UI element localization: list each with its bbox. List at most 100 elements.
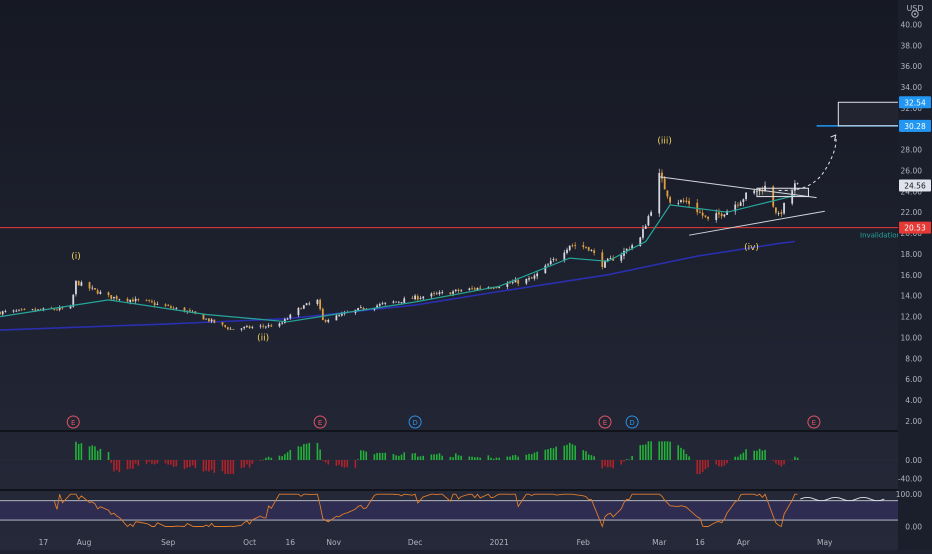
invalidation-price-badge[interactable]: 20.53 — [899, 221, 931, 234]
candle-up[interactable] — [245, 324, 248, 328]
earnings-event-marker[interactable]: E — [313, 415, 327, 429]
candle-down[interactable] — [224, 324, 227, 329]
sma-line[interactable] — [0, 240, 795, 331]
macd-axis[interactable]: 0.00 -40.00 — [898, 456, 922, 484]
oscillator-axis[interactable]: 100.00 0.00 — [896, 490, 922, 531]
candle-up[interactable] — [777, 211, 780, 216]
candle-down[interactable] — [685, 197, 688, 204]
candle-up[interactable] — [316, 299, 319, 306]
candle-down[interactable] — [88, 281, 91, 291]
candle-down[interactable] — [682, 197, 685, 204]
candle-up[interactable] — [658, 168, 661, 217]
candle-down[interactable] — [582, 241, 585, 250]
candle-up[interactable] — [403, 296, 406, 304]
candle-down[interactable] — [126, 297, 129, 304]
candle-up[interactable] — [31, 308, 34, 311]
candle-up[interactable] — [12, 309, 15, 314]
candle-up[interactable] — [609, 255, 612, 259]
candle-down[interactable] — [20, 307, 23, 311]
candle-down[interactable] — [213, 319, 216, 324]
candle-down[interactable] — [574, 242, 577, 250]
candle-up[interactable] — [384, 302, 387, 306]
candle-down[interactable] — [96, 288, 99, 295]
candle-down[interactable] — [226, 326, 229, 331]
triangle-lower-line[interactable] — [689, 210, 825, 236]
candle-up[interactable] — [113, 296, 115, 301]
upper-target-price-badge[interactable]: 32.54 — [899, 96, 931, 109]
candle-down[interactable] — [202, 314, 205, 320]
candle-up[interactable] — [419, 295, 422, 300]
price-pane[interactable]: Invalidation (i) (ii) (iii) (iv) E E D E D E — [0, 101, 932, 429]
candle-up[interactable] — [392, 300, 395, 304]
candle-down[interactable] — [688, 197, 690, 208]
candle-down[interactable] — [457, 288, 460, 294]
candle-up[interactable] — [783, 202, 785, 216]
candle-down[interactable] — [321, 307, 324, 321]
candle-up[interactable] — [734, 201, 737, 215]
candle-down[interactable] — [780, 209, 783, 217]
candle-down[interactable] — [107, 291, 110, 298]
candle-down[interactable] — [132, 297, 134, 302]
oscillator-projection[interactable] — [800, 497, 885, 502]
candle-down[interactable] — [248, 325, 251, 330]
ema-line[interactable] — [0, 194, 796, 323]
candle-up[interactable] — [4, 309, 7, 313]
candle-down[interactable] — [530, 276, 533, 279]
candle-up[interactable] — [454, 289, 457, 293]
candle-up[interactable] — [305, 302, 308, 306]
candle-down[interactable] — [137, 298, 140, 302]
candle-up[interactable] — [552, 257, 555, 263]
candle-up[interactable] — [395, 301, 397, 303]
candle-down[interactable] — [585, 246, 587, 249]
candle-down[interactable] — [148, 299, 151, 303]
candle-down[interactable] — [696, 198, 699, 216]
candle-up[interactable] — [80, 280, 83, 287]
candle-up[interactable] — [438, 290, 441, 296]
candle-up[interactable] — [791, 190, 794, 206]
candle-up[interactable] — [267, 323, 270, 328]
candle-up[interactable] — [15, 309, 18, 313]
candle-down[interactable] — [701, 209, 704, 219]
candle-up[interactable] — [58, 305, 61, 312]
candle-up[interactable] — [650, 210, 653, 217]
candle-up[interactable] — [533, 273, 536, 281]
candle-up[interactable] — [680, 199, 682, 204]
candle-up[interactable] — [289, 313, 292, 320]
candle-down[interactable] — [115, 294, 118, 301]
earnings-event-marker[interactable]: E — [66, 415, 80, 429]
candle-up[interactable] — [156, 301, 159, 306]
candle-up[interactable] — [794, 180, 796, 195]
candle-up[interactable] — [278, 322, 281, 328]
candle-down[interactable] — [737, 202, 739, 208]
candle-up[interactable] — [568, 245, 571, 252]
candle-down[interactable] — [663, 176, 666, 190]
candle-up[interactable] — [468, 287, 471, 291]
candle-up[interactable] — [642, 225, 644, 240]
candle-up[interactable] — [745, 191, 747, 201]
candle-up[interactable] — [441, 289, 444, 295]
candle-up[interactable] — [644, 224, 647, 229]
candle-down[interactable] — [151, 299, 153, 304]
candle-down[interactable] — [300, 307, 303, 310]
oscillator-line[interactable] — [53, 493, 798, 528]
candle-down[interactable] — [324, 319, 327, 323]
candle-up[interactable] — [240, 327, 243, 332]
candle-up[interactable] — [259, 324, 262, 329]
candle-down[interactable] — [145, 299, 148, 302]
candle-up[interactable] — [677, 199, 680, 207]
candle-up[interactable] — [536, 271, 539, 280]
candle-down[interactable] — [411, 295, 414, 299]
candle-up[interactable] — [205, 318, 208, 320]
candle-down[interactable] — [704, 215, 707, 218]
candle-up[interactable] — [544, 263, 547, 274]
candle-up[interactable] — [359, 305, 362, 309]
candle-down[interactable] — [416, 294, 419, 302]
candle-up[interactable] — [308, 301, 311, 306]
candle-down[interactable] — [319, 298, 322, 311]
candle-up[interactable] — [639, 236, 642, 247]
candle-down[interactable] — [433, 291, 435, 296]
candle-up[interactable] — [264, 325, 267, 329]
candle-up[interactable] — [723, 214, 726, 218]
candle-up[interactable] — [91, 285, 94, 291]
